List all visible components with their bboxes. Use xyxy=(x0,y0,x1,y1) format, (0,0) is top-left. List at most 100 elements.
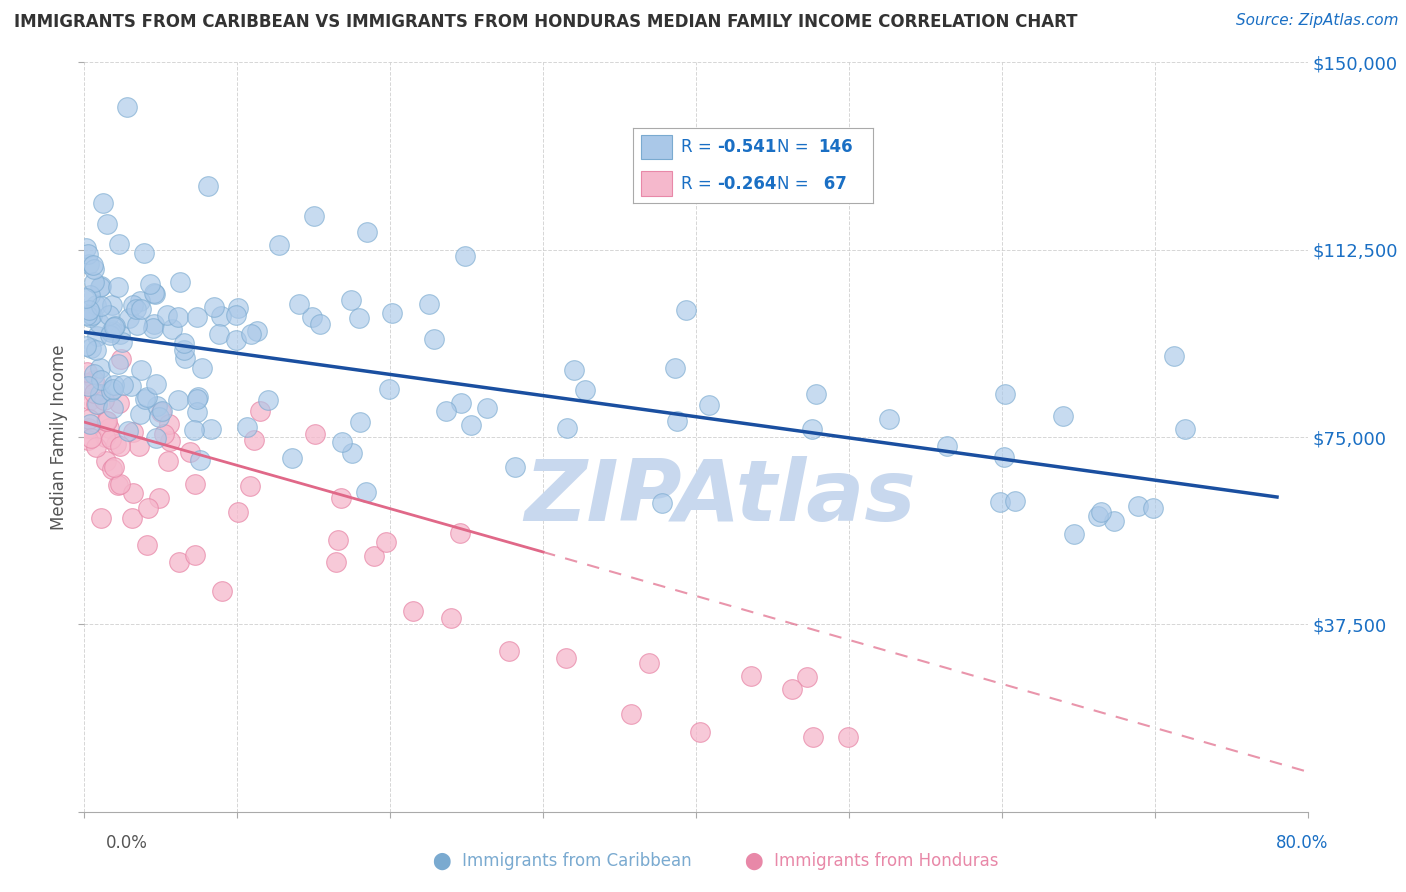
Point xyxy=(1090,505,1112,519)
Point xyxy=(740,669,762,683)
Text: ⬤  Immigrants from Honduras: ⬤ Immigrants from Honduras xyxy=(745,852,998,870)
Point xyxy=(211,583,233,598)
Point xyxy=(186,310,208,324)
Text: -0.264: -0.264 xyxy=(717,175,776,193)
Point xyxy=(498,644,520,658)
Point xyxy=(134,392,156,406)
Text: N =: N = xyxy=(778,175,808,193)
Point xyxy=(84,440,107,454)
Point xyxy=(76,366,98,380)
Text: ZIPAtlas: ZIPAtlas xyxy=(524,456,917,539)
Text: Source: ZipAtlas.com: Source: ZipAtlas.com xyxy=(1236,13,1399,29)
Point xyxy=(84,397,107,411)
Point xyxy=(257,393,280,408)
Point xyxy=(110,326,132,341)
Point xyxy=(225,334,247,348)
Point xyxy=(129,302,152,317)
Bar xyxy=(641,136,672,160)
Point xyxy=(83,261,105,276)
Point xyxy=(169,275,191,289)
Point xyxy=(79,417,101,431)
Point xyxy=(349,415,371,429)
Point xyxy=(86,329,108,343)
Point xyxy=(173,335,195,350)
Point xyxy=(104,319,127,334)
Point xyxy=(877,412,900,426)
Text: R =: R = xyxy=(682,138,717,156)
Point xyxy=(374,535,396,549)
Point xyxy=(186,392,208,406)
Point xyxy=(134,246,156,260)
Point xyxy=(80,341,103,355)
Point xyxy=(145,399,167,413)
Point xyxy=(121,425,143,440)
Point xyxy=(75,339,97,353)
Point xyxy=(239,479,262,493)
Point xyxy=(118,310,141,325)
Point xyxy=(143,285,166,300)
Point xyxy=(150,404,173,418)
Point xyxy=(83,373,105,387)
Point xyxy=(801,422,824,436)
Text: R =: R = xyxy=(682,175,717,193)
Point xyxy=(450,396,472,410)
Point xyxy=(157,454,180,468)
Point xyxy=(1174,422,1197,436)
Point xyxy=(1102,514,1125,528)
Text: ⬤  Immigrants from Caribbean: ⬤ Immigrants from Caribbean xyxy=(433,852,692,870)
Point xyxy=(94,414,117,428)
Point xyxy=(200,422,222,436)
Point xyxy=(98,327,121,342)
Point xyxy=(80,431,103,445)
Point xyxy=(83,275,105,289)
Point xyxy=(188,453,211,467)
Point xyxy=(1163,349,1185,363)
Point xyxy=(402,603,425,617)
Point xyxy=(136,500,159,515)
Point xyxy=(89,280,111,294)
Point xyxy=(994,387,1017,401)
Point xyxy=(77,433,100,447)
Point xyxy=(83,368,105,382)
Point xyxy=(354,485,377,500)
Point xyxy=(101,323,124,337)
Point xyxy=(638,656,661,670)
Point xyxy=(101,401,124,415)
Point xyxy=(249,403,271,417)
Point xyxy=(100,432,122,446)
Point xyxy=(226,301,249,316)
Point xyxy=(159,417,181,431)
Point xyxy=(100,384,122,398)
Point xyxy=(804,387,827,401)
Point xyxy=(689,724,711,739)
Point xyxy=(142,321,165,335)
Point xyxy=(1142,501,1164,516)
Point xyxy=(110,439,132,453)
Point xyxy=(84,298,107,312)
Point xyxy=(186,405,208,419)
Point xyxy=(107,280,129,294)
Point xyxy=(100,325,122,339)
Point xyxy=(128,407,150,421)
Text: -0.541: -0.541 xyxy=(717,138,776,156)
Point xyxy=(202,300,225,314)
Point xyxy=(111,334,134,349)
Point xyxy=(79,288,101,302)
Point xyxy=(82,309,104,323)
Point xyxy=(187,390,209,404)
Point xyxy=(988,494,1011,508)
Point xyxy=(84,343,107,357)
Point xyxy=(460,417,482,432)
Point xyxy=(1063,526,1085,541)
Point xyxy=(418,297,440,311)
Point xyxy=(269,238,291,252)
Point xyxy=(555,421,578,435)
Point xyxy=(108,237,131,252)
Point xyxy=(77,412,100,426)
Point xyxy=(167,392,190,407)
Point xyxy=(197,179,219,194)
Point xyxy=(117,424,139,438)
Point xyxy=(381,306,404,320)
Point xyxy=(93,393,115,408)
Point xyxy=(440,610,463,624)
